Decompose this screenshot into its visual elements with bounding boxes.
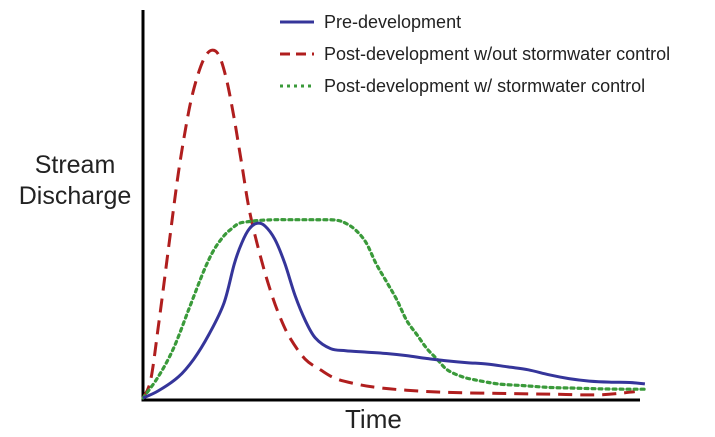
y-axis-label-line-1: Stream [34, 151, 116, 179]
legend-label-dashed: Post-development w/out stormwater contro… [324, 44, 670, 64]
legend-label-solid: Pre-development [324, 12, 461, 32]
legend: Pre-development Post-development w/out st… [280, 12, 670, 96]
series-layer [141, 48, 647, 400]
legend-label-dotted: Post-development w/ stormwater control [324, 76, 645, 96]
y-axis-label: Stream Discharge [10, 150, 140, 212]
y-axis-label-line-2: Discharge [18, 182, 132, 210]
x-axis-label: Time [345, 404, 402, 434]
series-line-dotted [141, 218, 647, 400]
series-line-dashed [141, 48, 635, 399]
series-line-solid [142, 221, 646, 400]
axes [141, 10, 640, 402]
